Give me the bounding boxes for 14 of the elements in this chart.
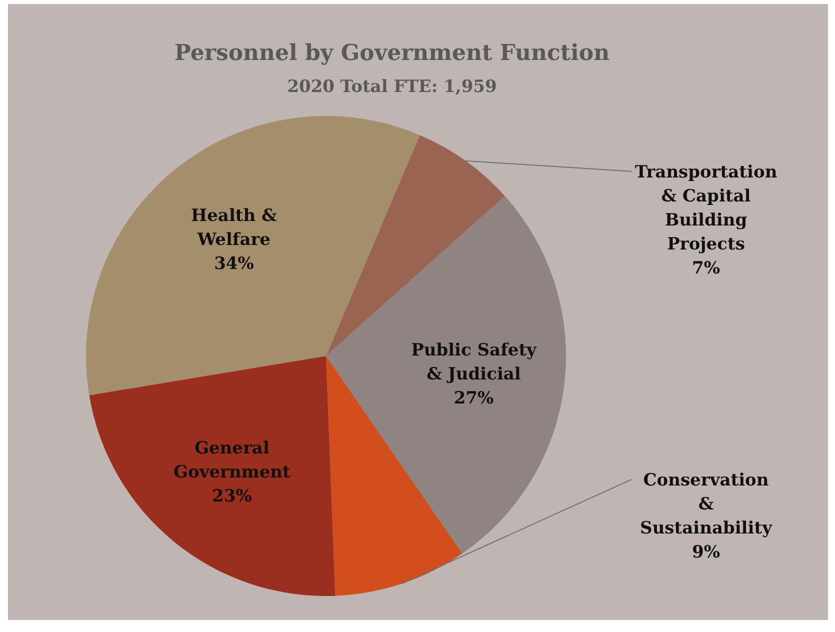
data-label: 27% xyxy=(454,388,494,409)
data-label: 34% xyxy=(214,254,254,274)
slice-label: Public Safety & Judicial xyxy=(411,340,538,385)
pie-slice xyxy=(89,356,336,596)
slice-label: Transportation & Capital Building Projects xyxy=(634,162,778,254)
pie-slice xyxy=(326,196,566,554)
chart-subtitle: 2020 Total FTE: 1,959 xyxy=(287,77,497,97)
data-label: 9% xyxy=(692,542,720,562)
chart-title: Personnel by Government Function xyxy=(174,40,610,66)
slice-label: Conservation & Sustainability xyxy=(640,470,774,538)
data-label: 7% xyxy=(692,258,720,278)
slice-label: Health & Welfare xyxy=(191,206,278,250)
slice-label: General Government xyxy=(174,438,291,482)
data-label: 23% xyxy=(212,486,252,506)
